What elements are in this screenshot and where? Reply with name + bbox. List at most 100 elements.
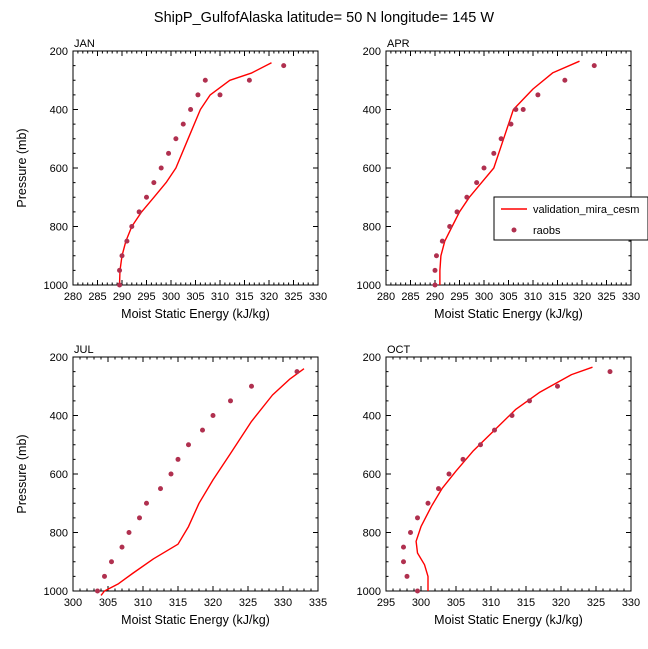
legend-box: [493, 196, 648, 241]
x-tick-label: 295: [137, 291, 155, 303]
raobs-marker: [95, 588, 100, 594]
x-tick-label: 300: [475, 291, 493, 303]
figure-title: ShipP_GulfofAlaska latitude= 50 N longit…: [154, 10, 494, 26]
raobs-marker: [117, 282, 123, 288]
raobs-marker: [158, 165, 164, 171]
y-axis-label: Pressure (mb): [15, 128, 29, 207]
x-tick-label: 325: [597, 291, 615, 303]
raobs-marker: [281, 63, 287, 69]
y-axis-label: Pressure (mb): [15, 434, 29, 513]
raobs-marker: [520, 107, 526, 112]
series-line-model: [439, 60, 580, 285]
raobs-marker: [228, 398, 233, 404]
raobs-marker: [432, 267, 438, 273]
panel-label: OCT: [387, 344, 411, 356]
raobs-marker: [408, 530, 413, 535]
raobs-marker: [186, 442, 191, 448]
x-tick-label: 330: [622, 291, 640, 303]
x-axis-label: Moist Static Energy (kJ/kg): [121, 613, 270, 627]
y-tick-label: 600: [50, 163, 68, 175]
x-tick-label: 310: [211, 291, 229, 303]
y-tick-label: 400: [363, 411, 381, 423]
raobs-marker: [401, 559, 406, 565]
x-tick-label: 320: [260, 291, 278, 303]
raobs-marker: [137, 515, 142, 521]
x-tick-label: 315: [517, 597, 535, 609]
x-tick-label: 310: [524, 291, 542, 303]
raobs-marker: [433, 253, 439, 259]
raobs-marker: [498, 136, 504, 142]
y-tick-label: 800: [363, 222, 381, 234]
x-tick-label: 315: [169, 597, 187, 609]
raobs-marker: [119, 253, 125, 259]
x-tick-label: 300: [412, 597, 430, 609]
raobs-marker: [509, 413, 515, 418]
legend-label: raobs: [533, 225, 561, 237]
raobs-marker: [217, 92, 223, 98]
panel-oct: 295 300 305 310 315 320 325 330 200 400 600 800 1000…: [357, 344, 641, 627]
x-tick-label: 315: [548, 291, 566, 303]
raobs-marker: [607, 369, 613, 375]
x-tick-label: 285: [401, 291, 419, 303]
series-line-model: [100, 368, 305, 596]
raobs-marker: [294, 369, 300, 375]
raobs-marker: [195, 92, 201, 98]
x-tick-label: 305: [99, 597, 117, 609]
raobs-marker: [158, 486, 163, 492]
raobs-marker: [432, 282, 438, 288]
y-tick-label: 600: [363, 469, 381, 481]
panel-apr: 280 285 290 295 300 305 310 315 320 325 330 200 400 6…: [357, 38, 641, 321]
x-tick-label: 280: [64, 291, 82, 303]
raobs-marker: [460, 456, 466, 462]
raobs-marker: [102, 573, 107, 579]
plot-frame: [385, 50, 632, 286]
x-tick-label: 330: [309, 291, 327, 303]
raobs-marker: [425, 500, 431, 506]
raobs-marker: [492, 427, 497, 433]
x-tick-label: 305: [499, 291, 517, 303]
raobs-marker: [478, 442, 483, 448]
x-tick-label: 300: [64, 597, 82, 609]
raobs-marker: [439, 238, 445, 244]
x-tick-label: 320: [552, 597, 570, 609]
x-tick-label: 295: [377, 597, 395, 609]
raobs-marker: [481, 165, 487, 171]
raobs-marker: [166, 150, 172, 156]
raobs-marker: [474, 180, 480, 186]
legend-label: validation_mira_cesm: [533, 204, 639, 216]
raobs-marker: [173, 136, 179, 142]
raobs-marker: [124, 238, 130, 244]
x-tick-label: 330: [274, 597, 292, 609]
x-tick-label: 310: [482, 597, 500, 609]
raobs-marker: [415, 515, 420, 521]
plot-frame: [385, 356, 632, 592]
raobs-marker: [508, 121, 514, 127]
x-axis-label: Moist Static Energy (kJ/kg): [121, 307, 270, 321]
series-line-model: [415, 366, 593, 591]
x-tick-label: 305: [186, 291, 204, 303]
y-tick-label: 200: [50, 46, 68, 58]
legend-marker-swatch: [511, 227, 517, 233]
raobs-marker: [513, 107, 519, 112]
raobs-marker: [188, 107, 194, 112]
plot-frame: [72, 356, 319, 592]
x-tick-label: 320: [573, 291, 591, 303]
x-tick-label: 325: [587, 597, 605, 609]
x-tick-label: 325: [284, 291, 302, 303]
raobs-marker: [527, 398, 532, 404]
x-tick-label: 290: [426, 291, 444, 303]
raobs-marker: [117, 267, 123, 273]
raobs-marker: [129, 224, 135, 229]
raobs-marker: [491, 150, 497, 156]
raobs-marker: [119, 544, 125, 550]
raobs-marker: [249, 383, 254, 389]
panel-jul: 300 305 310 315 320 325 330 335 200 400 600 800 1000…: [15, 344, 327, 627]
y-tick-label: 200: [363, 46, 381, 58]
y-tick-label: 400: [363, 105, 381, 117]
plot-frame: [72, 50, 319, 286]
x-tick-label: 280: [377, 291, 395, 303]
raobs-marker: [535, 92, 541, 98]
x-tick-label: 325: [239, 597, 257, 609]
